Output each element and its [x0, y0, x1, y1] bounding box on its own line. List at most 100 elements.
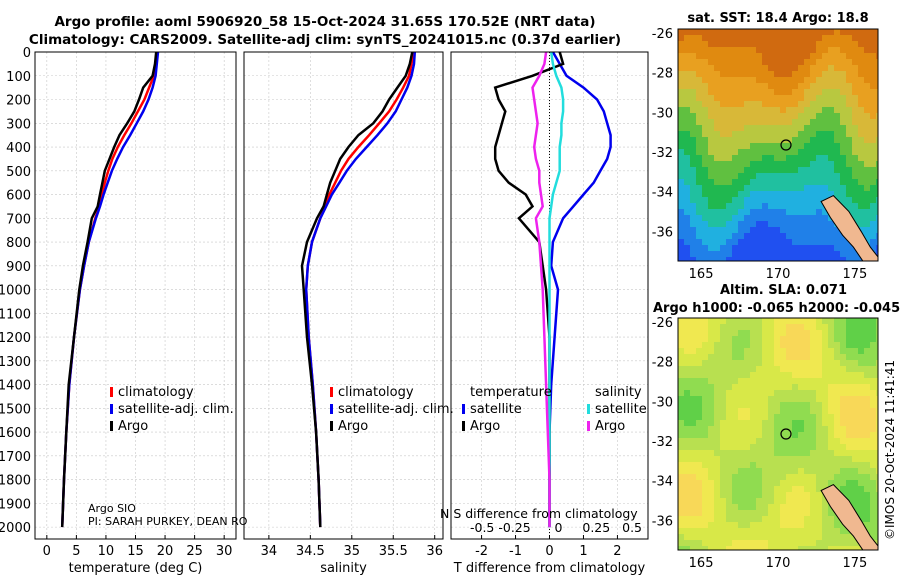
map-cell — [780, 528, 786, 534]
map-cell — [810, 125, 816, 131]
map-cell — [804, 396, 810, 402]
map-cell — [756, 89, 762, 95]
map-cell — [786, 486, 792, 492]
map-cell — [822, 251, 828, 257]
map-cell — [768, 35, 774, 41]
map-cell — [774, 185, 780, 191]
map-cell — [774, 468, 780, 474]
map-cell — [804, 510, 810, 516]
map-cell — [774, 342, 780, 348]
map-cell — [876, 131, 878, 137]
map-cell — [828, 119, 834, 125]
map-cell — [708, 318, 714, 324]
map-cell — [810, 546, 816, 550]
map-cell — [726, 438, 732, 444]
map-cell — [678, 59, 684, 65]
map-cell — [780, 77, 786, 83]
map-cell — [774, 390, 780, 396]
map-cell — [678, 107, 684, 113]
map-cell — [780, 426, 786, 432]
map-cell — [732, 149, 738, 155]
map-cell — [786, 378, 792, 384]
map-cell — [684, 149, 690, 155]
map-cell — [732, 101, 738, 107]
map-cell — [684, 492, 690, 498]
map-cell — [852, 390, 858, 396]
map-cell — [732, 167, 738, 173]
map-cell — [762, 221, 768, 227]
map-cell — [732, 510, 738, 516]
map-cell — [816, 101, 822, 107]
map-cell — [720, 29, 726, 35]
map-cell — [798, 239, 804, 245]
map-cell — [816, 113, 822, 119]
map-cell — [726, 257, 732, 261]
map-cell — [720, 438, 726, 444]
map-cell — [756, 125, 762, 131]
map-cell — [774, 155, 780, 161]
map-cell — [798, 77, 804, 83]
map-cell — [852, 438, 858, 444]
map-cell — [828, 35, 834, 41]
map-cell — [678, 155, 684, 161]
map-cell — [732, 71, 738, 77]
map-cell — [798, 348, 804, 354]
map-cell — [804, 197, 810, 203]
map-cell — [876, 101, 878, 107]
map-cell — [702, 251, 708, 257]
map-cell — [816, 89, 822, 95]
map-cell — [804, 492, 810, 498]
map-cell — [876, 83, 878, 89]
map-cell — [768, 59, 774, 65]
map-cell — [840, 474, 846, 480]
map-cell — [852, 408, 858, 414]
map-cell — [816, 456, 822, 462]
map-cell — [810, 197, 816, 203]
map-cell — [684, 408, 690, 414]
map-cell — [720, 227, 726, 233]
map-cell — [816, 540, 822, 546]
map-cell — [858, 438, 864, 444]
map-cell — [852, 342, 858, 348]
map-cell — [840, 372, 846, 378]
map-cell — [744, 77, 750, 83]
map-cell — [732, 456, 738, 462]
map-cell — [816, 203, 822, 209]
map-cell — [798, 468, 804, 474]
map-cell — [678, 330, 684, 336]
map-cell — [864, 101, 870, 107]
map-cell — [774, 450, 780, 456]
map-cell — [822, 35, 828, 41]
map-cell — [738, 426, 744, 432]
map-cell — [762, 480, 768, 486]
map-cell — [846, 318, 852, 324]
map-cell — [870, 336, 876, 342]
map-cell — [708, 143, 714, 149]
map-cell — [756, 492, 762, 498]
map-cell — [834, 89, 840, 95]
map-cell — [738, 480, 744, 486]
map-cell — [768, 185, 774, 191]
sla-map-title: Altim. SLA: 0.071 — [720, 283, 847, 298]
map-cell — [780, 390, 786, 396]
map-cell — [792, 414, 798, 420]
map-cell — [804, 414, 810, 420]
map-cell — [708, 185, 714, 191]
map-cell — [870, 522, 876, 528]
map-cell — [696, 215, 702, 221]
map-cell — [714, 486, 720, 492]
map-cell — [816, 390, 822, 396]
map-cell — [870, 95, 876, 101]
map-cell — [726, 384, 732, 390]
map-cell — [786, 342, 792, 348]
map-cell — [780, 209, 786, 215]
map-cell — [810, 155, 816, 161]
map-cell — [786, 227, 792, 233]
map-cell — [786, 318, 792, 324]
map-cell — [870, 492, 876, 498]
map-cell — [762, 197, 768, 203]
map-cell — [792, 354, 798, 360]
map-cell — [750, 167, 756, 173]
map-cell — [684, 330, 690, 336]
map-cell — [816, 251, 822, 257]
